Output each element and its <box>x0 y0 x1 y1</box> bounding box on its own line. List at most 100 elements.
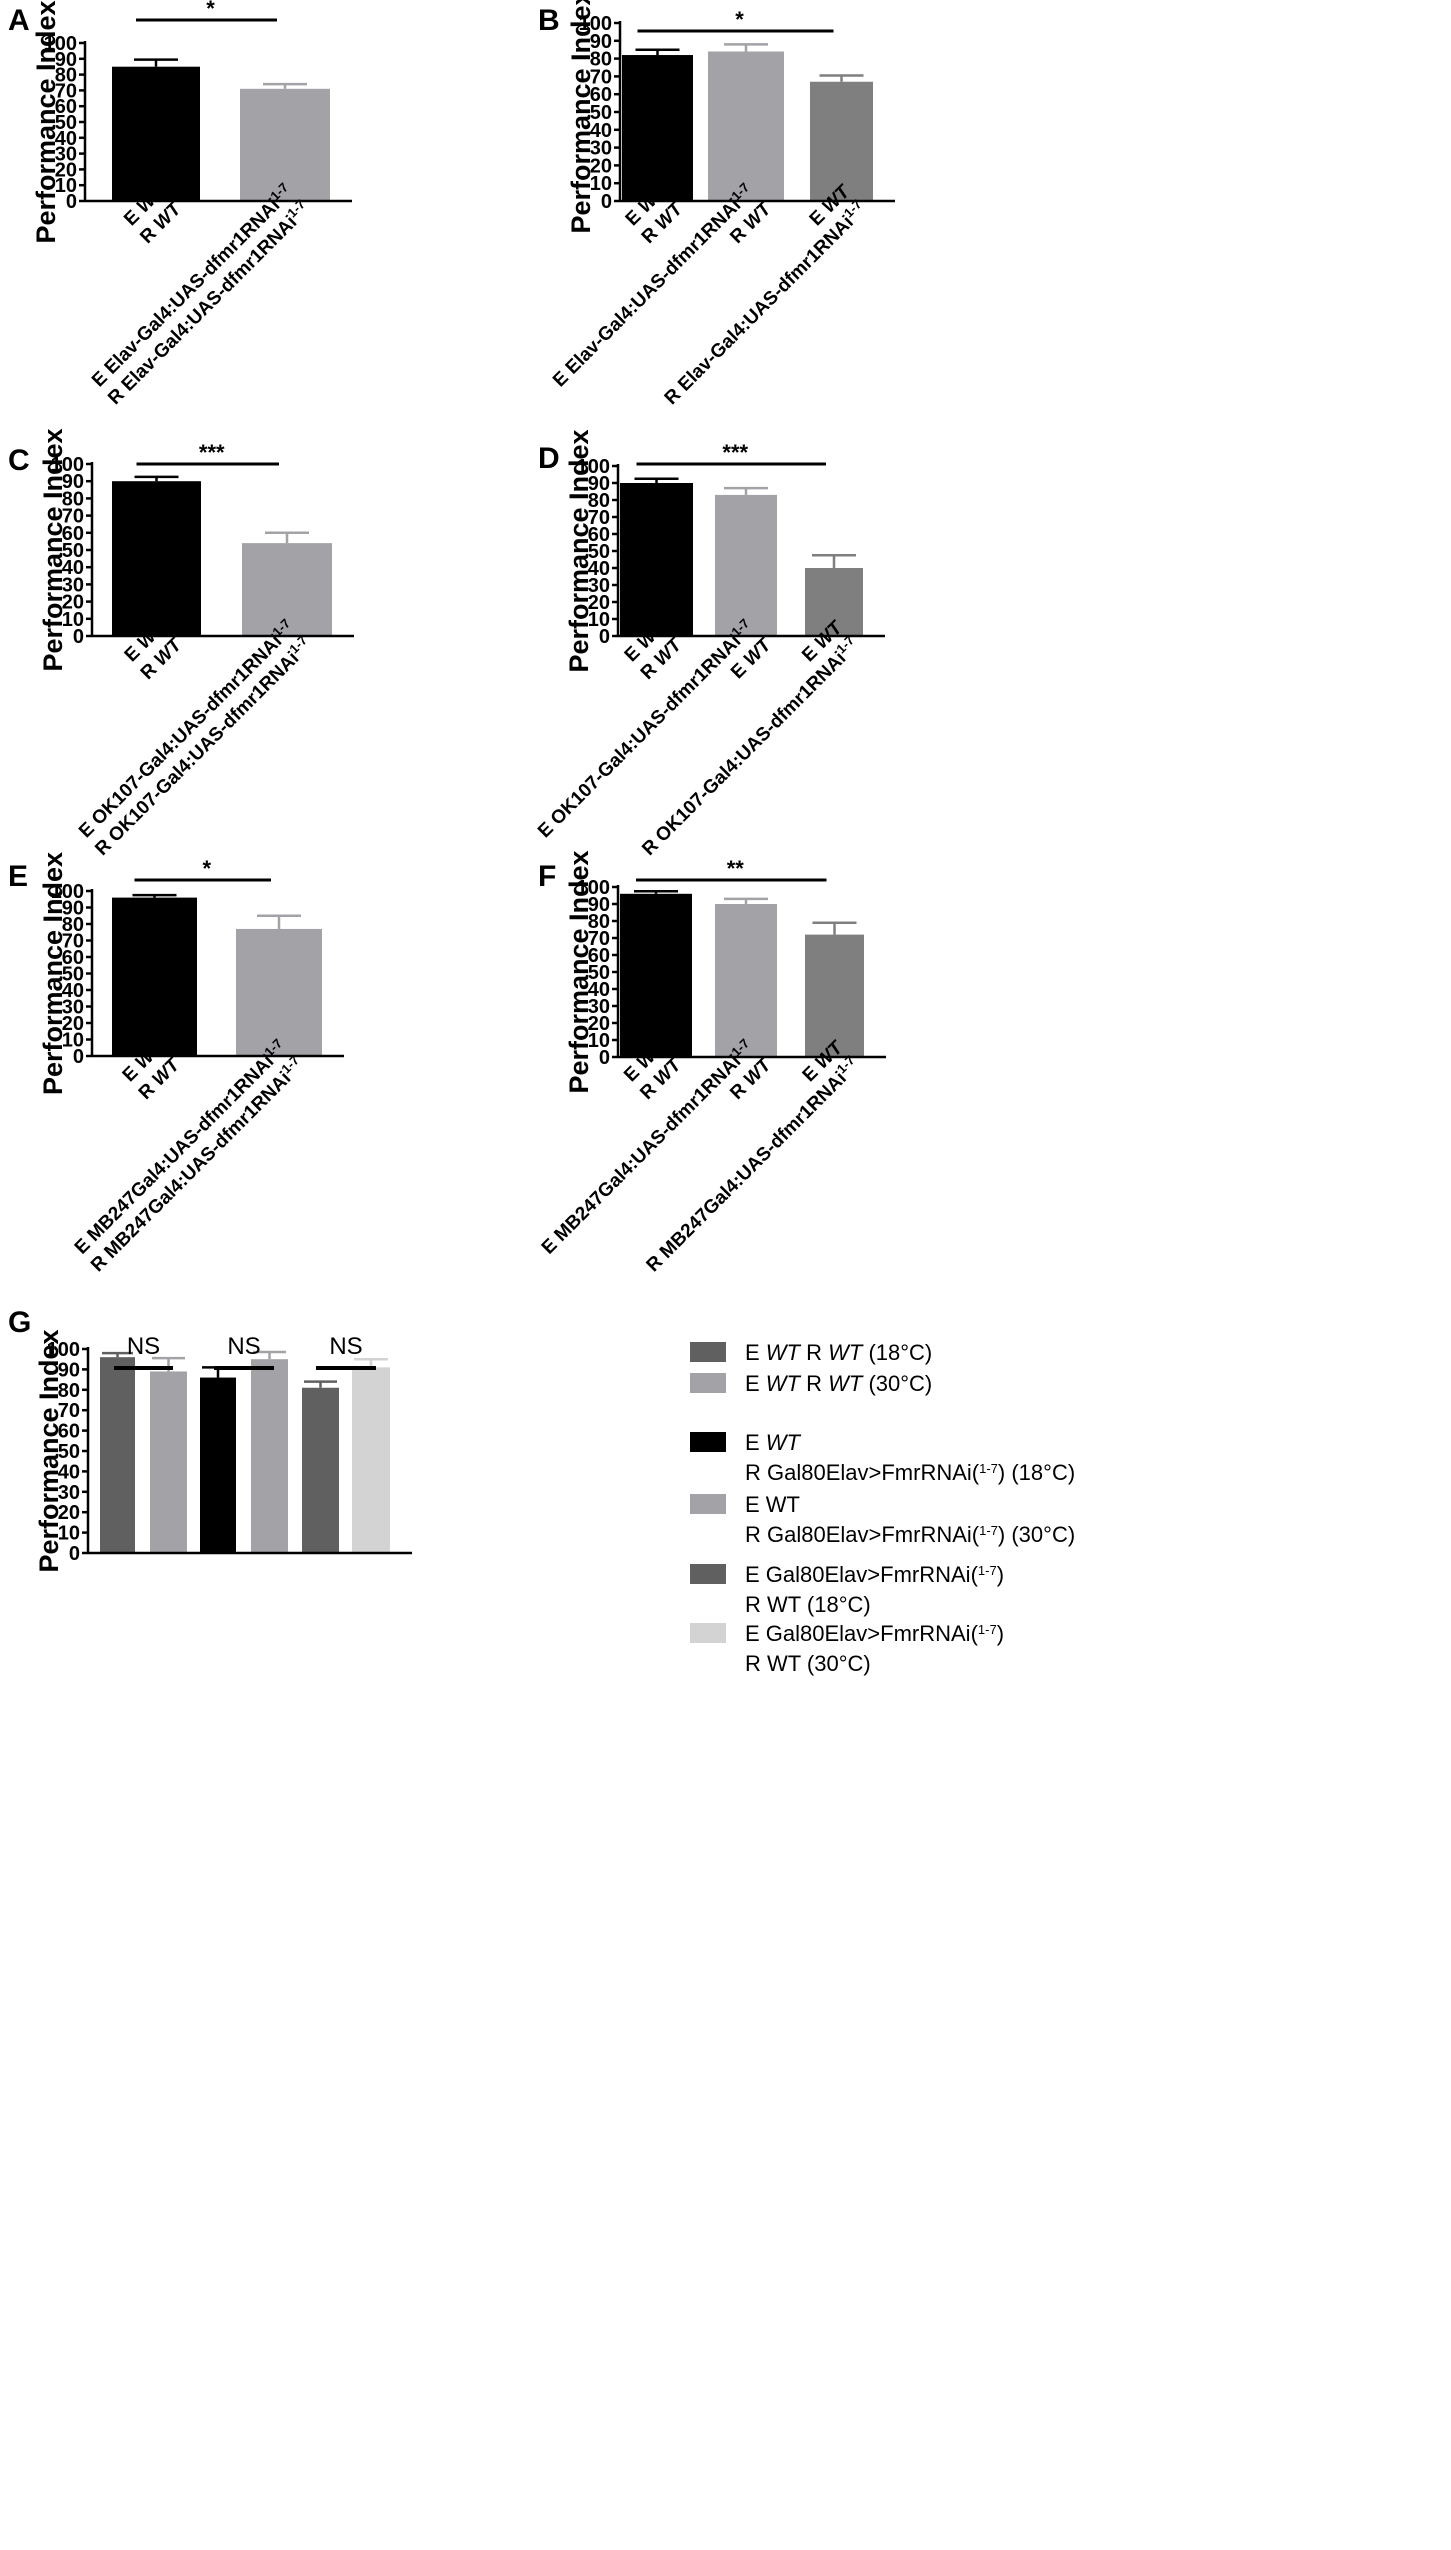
y-tick-label: 80 <box>55 65 77 87</box>
significance-label: NS <box>329 1333 362 1360</box>
y-tick-label: 20 <box>590 155 612 177</box>
y-tick-label: 0 <box>69 1543 80 1565</box>
y-tick-label: 10 <box>62 1030 84 1052</box>
y-tick-label: 0 <box>73 626 84 648</box>
legend-label: E Gal80Elav>FmrRNAi(1-7) <box>745 1621 1004 1646</box>
y-tick-label: 90 <box>588 473 610 495</box>
y-tick-label: 90 <box>590 31 612 53</box>
significance-label: * <box>206 0 215 21</box>
y-tick-label: 30 <box>588 575 610 597</box>
y-tick-label: 10 <box>590 173 612 195</box>
y-tick-label: 0 <box>73 1046 84 1068</box>
y-tick-label: 80 <box>58 1380 80 1402</box>
y-tick-label: 60 <box>58 1421 80 1443</box>
y-axis-title: Performance Index <box>564 850 594 1093</box>
y-tick-label: 10 <box>588 1030 610 1052</box>
panel-letter: B <box>538 4 560 37</box>
category-label: E OK107-Gal4:UAS-dfmr1RNAi1-7 <box>73 615 300 842</box>
legend-swatch <box>690 1494 726 1514</box>
y-tick-label: 20 <box>62 1013 84 1035</box>
y-tick-label: 90 <box>55 49 77 71</box>
category-label: R Elav-Gal4:UAS-dfmr1RNAi1-7 <box>658 196 871 409</box>
legend-swatch <box>690 1564 726 1584</box>
y-axis-title: Performance Index <box>564 429 594 672</box>
bar <box>112 897 197 1056</box>
y-tick-label: 40 <box>588 979 610 1001</box>
y-tick-label: 80 <box>62 914 84 936</box>
y-tick-label: 30 <box>62 997 84 1019</box>
bar <box>708 51 784 202</box>
y-tick-label: 70 <box>62 506 84 528</box>
y-tick-label: 10 <box>55 175 77 197</box>
y-tick-label: 40 <box>55 128 77 150</box>
category-label: R MB247Gal4:UAS-dfmr1RNAi1-7 <box>85 1052 309 1276</box>
y-tick-label: 10 <box>62 609 84 631</box>
panel-f: F Performance Index 0102030405060708090100… <box>538 850 886 1276</box>
bar <box>236 928 322 1056</box>
y-tick-label: 70 <box>590 66 612 88</box>
bar <box>112 66 200 201</box>
panel-d: D Performance Index 0102030405060708090100… <box>534 429 885 860</box>
y-tick-label: 100 <box>577 877 610 899</box>
y-tick-label: 20 <box>588 1013 610 1035</box>
panel-letter: E <box>8 860 28 893</box>
significance-label: ** <box>727 856 745 881</box>
bar <box>620 483 693 636</box>
y-tick-label: 30 <box>588 996 610 1018</box>
y-axis-title: Performance Index <box>38 428 68 671</box>
legend-label: R WT (18°C) <box>745 1592 871 1617</box>
y-tick-label: 40 <box>588 558 610 580</box>
y-tick-label: 80 <box>588 911 610 933</box>
legend-swatch <box>690 1342 726 1362</box>
y-tick-label: 60 <box>62 523 84 545</box>
y-tick-label: 90 <box>58 1359 80 1381</box>
y-tick-label: 40 <box>58 1461 80 1483</box>
bar <box>715 904 777 1057</box>
y-tick-label: 100 <box>44 33 77 55</box>
y-axis-title: Performance Index <box>566 0 596 234</box>
y-tick-label: 60 <box>62 947 84 969</box>
category-label: E Elav-Gal4:UAS-dfmr1RNAi1-7 <box>86 179 298 391</box>
y-tick-label: 50 <box>62 540 84 562</box>
y-tick-label: 80 <box>62 488 84 510</box>
y-tick-label: 40 <box>62 980 84 1002</box>
y-tick-label: 70 <box>58 1400 80 1422</box>
legend-label: E WT <box>745 1430 802 1455</box>
y-tick-label: 70 <box>62 931 84 953</box>
panel-letter: A <box>8 4 30 37</box>
y-tick-label: 100 <box>47 1339 80 1361</box>
bar <box>150 1371 187 1553</box>
y-tick-label: 50 <box>58 1441 80 1463</box>
y-tick-label: 90 <box>588 894 610 916</box>
legend-label: R WT (30°C) <box>745 1651 871 1676</box>
y-tick-label: 100 <box>579 13 612 35</box>
bar <box>200 1377 236 1553</box>
y-tick-label: 60 <box>55 96 77 118</box>
y-tick-label: 100 <box>51 881 84 903</box>
bar <box>251 1359 288 1553</box>
y-tick-label: 20 <box>588 592 610 614</box>
panel-letter: G <box>8 1306 31 1339</box>
y-tick-label: 80 <box>590 49 612 71</box>
legend: E WT R WT (18°C) E WT R WT (30°C) E WT R Ga… <box>690 1340 1075 1676</box>
y-tick-label: 0 <box>601 191 612 213</box>
y-tick-label: 0 <box>599 626 610 648</box>
significance-label: NS <box>127 1333 160 1360</box>
y-tick-label: 20 <box>58 1502 80 1524</box>
y-tick-label: 30 <box>55 144 77 166</box>
legend-label: E Gal80Elav>FmrRNAi(1-7) <box>745 1562 1004 1587</box>
y-tick-label: 100 <box>577 456 610 478</box>
y-axis-title: Performance Index <box>31 0 61 243</box>
bar <box>100 1357 135 1553</box>
bar <box>240 88 330 201</box>
y-tick-label: 90 <box>62 471 84 493</box>
y-tick-label: 50 <box>588 962 610 984</box>
y-tick-label: 50 <box>590 102 612 124</box>
y-tick-label: 10 <box>588 609 610 631</box>
legend-label: E WT R WT (18°C) <box>745 1340 932 1365</box>
y-tick-label: 50 <box>62 964 84 986</box>
y-tick-label: 40 <box>62 557 84 579</box>
bar <box>242 543 332 636</box>
panel-letter: F <box>538 860 556 893</box>
